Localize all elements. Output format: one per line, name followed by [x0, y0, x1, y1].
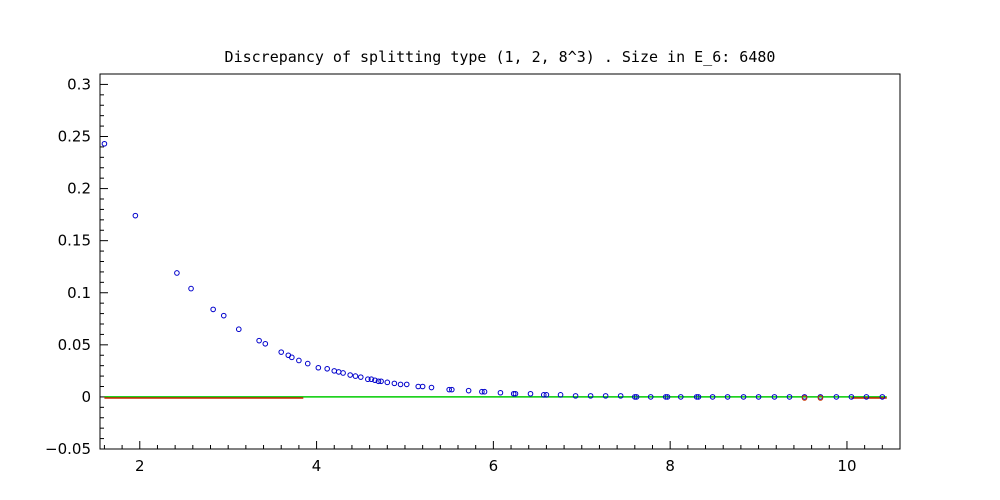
data-point	[315, 364, 322, 371]
data-point	[378, 378, 384, 385]
data-point	[465, 387, 472, 394]
y-tick-label: 0.15	[58, 232, 91, 250]
data-point	[335, 369, 342, 375]
data-point	[740, 394, 747, 400]
y-tick-label: 0.2	[67, 180, 91, 198]
x-tick-label: 10	[837, 457, 856, 475]
data-point	[446, 386, 452, 393]
data-point	[340, 370, 346, 376]
data-point	[132, 212, 139, 219]
data-point	[210, 306, 216, 313]
data-point	[304, 360, 311, 367]
data-point	[262, 340, 269, 347]
data-point	[693, 394, 700, 400]
data-point	[347, 372, 353, 378]
data-point	[428, 384, 435, 391]
data-point	[188, 285, 194, 292]
x-tick-label: 6	[489, 457, 499, 475]
data-point	[602, 393, 609, 399]
data-point	[235, 326, 242, 333]
data-point	[174, 270, 180, 276]
data-point	[481, 388, 488, 395]
data-point	[771, 394, 778, 400]
data-point	[256, 337, 262, 344]
data-point	[833, 394, 840, 400]
data-point	[419, 383, 426, 390]
data-point	[449, 386, 455, 393]
data-point	[724, 394, 731, 400]
y-tick-label: 0	[81, 388, 91, 406]
data-point	[633, 394, 640, 400]
data-point	[384, 379, 391, 386]
data-point	[357, 374, 364, 380]
reference-lines	[104, 396, 887, 399]
data-point	[415, 383, 422, 390]
data-point	[879, 394, 886, 400]
data-point	[497, 389, 504, 396]
data-point	[848, 394, 855, 400]
data-point	[786, 394, 793, 400]
data-point	[587, 393, 594, 399]
data-point	[755, 394, 762, 400]
y-tick-label: 0.25	[58, 128, 91, 146]
x-axis-ticks: 2 4 6 8 10	[103, 441, 901, 475]
data-point	[662, 394, 669, 400]
x-tick-label: 2	[135, 457, 145, 475]
data-point	[375, 378, 382, 385]
data-point	[557, 392, 564, 398]
data-point	[647, 394, 654, 400]
y-tick-label: 0.05	[58, 336, 91, 354]
data-point	[296, 357, 302, 364]
x-tick-label: 8	[665, 457, 675, 475]
data-point	[278, 349, 285, 355]
data-point	[677, 394, 684, 400]
chart-title: Discrepancy of splitting type (1, 2, 8^3…	[225, 48, 776, 66]
data-point	[365, 376, 371, 383]
data-point	[324, 365, 330, 372]
plot-frame	[99, 73, 901, 450]
data-point	[540, 392, 547, 398]
data-point	[695, 394, 702, 400]
y-tick-label: 0.1	[67, 284, 91, 302]
data-point	[664, 394, 671, 400]
data-point	[397, 381, 404, 388]
data-point	[372, 377, 378, 384]
data-point	[331, 368, 338, 374]
y-tick-label: 0.3	[67, 75, 91, 93]
data-point	[289, 354, 295, 361]
y-axis-ticks: −0.05 0 0.05 0.1 0.15 0.2 0.25 0.3	[45, 73, 108, 458]
data-point	[817, 395, 824, 401]
data-point	[632, 394, 638, 400]
data-point	[391, 380, 398, 387]
data-point	[801, 395, 808, 401]
data-point	[101, 140, 108, 147]
data-point	[220, 312, 227, 319]
data-point	[403, 381, 410, 388]
data-point	[709, 394, 716, 400]
y-tick-label: −0.05	[45, 440, 91, 458]
data-point	[479, 388, 485, 395]
x-tick-label: 4	[312, 457, 322, 475]
data-points	[101, 140, 886, 401]
data-point	[510, 390, 517, 397]
data-point	[543, 392, 550, 398]
data-point	[617, 393, 624, 399]
data-point	[863, 394, 870, 400]
data-point	[527, 390, 534, 397]
data-point	[572, 393, 579, 399]
data-point	[512, 390, 519, 397]
data-point	[368, 376, 375, 383]
data-point	[352, 373, 359, 379]
